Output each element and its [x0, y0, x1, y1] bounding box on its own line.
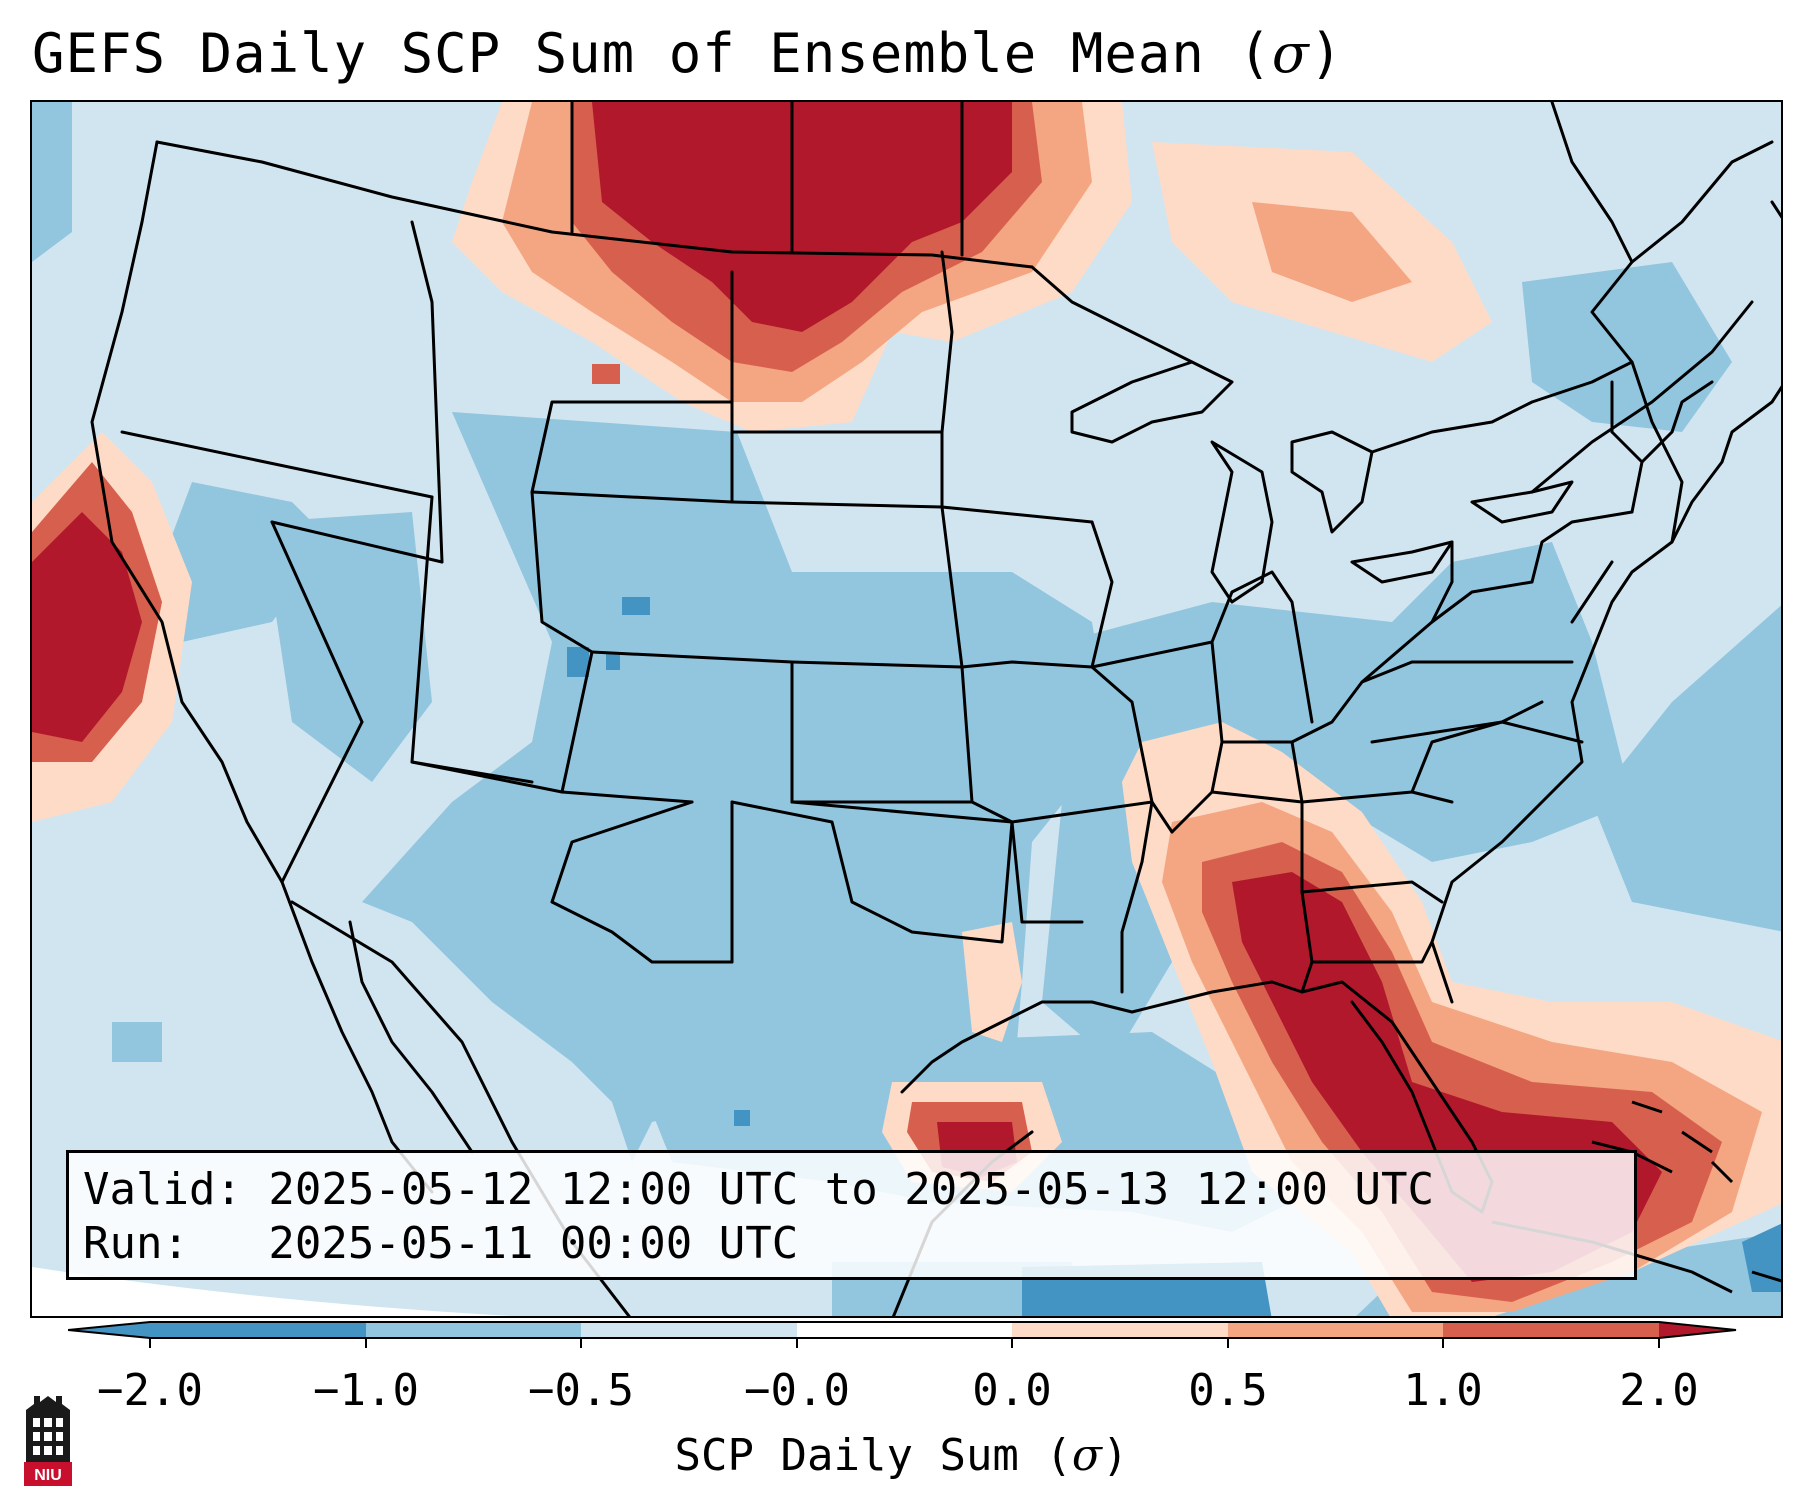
colorbar-bin-2 — [366, 1322, 581, 1338]
colorbar-tick-label: −1.0 — [313, 1365, 419, 1416]
map-panel — [30, 100, 1783, 1318]
map-title: GEFS Daily SCP Sum of Ensemble Mean (σ) — [32, 22, 1344, 85]
colorbar-tick-label: −0.5 — [528, 1365, 634, 1416]
valid-time-line: Valid: 2025-05-12 12:00 UTC to 2025-05-1… — [83, 1164, 1435, 1215]
svg-text:NIU: NIU — [34, 1467, 62, 1484]
niu-logo: NIU — [24, 1396, 72, 1486]
boundaries — [90, 102, 1781, 1316]
colorbar-bin-5 — [1012, 1322, 1228, 1338]
colorbar-bin-1 — [150, 1322, 366, 1338]
colorbar-bin-6 — [1228, 1322, 1443, 1338]
field-ne-canada-moderate — [1252, 202, 1412, 302]
colorbar-bin-4 — [797, 1322, 1012, 1338]
colorbar-tick-label: −0.0 — [744, 1365, 850, 1416]
map-corner-white-left — [32, 1267, 512, 1316]
validity-info-box: Valid: 2025-05-12 12:00 UTC to 2025-05-1… — [66, 1150, 1637, 1280]
colorbar-bin-3 — [581, 1322, 797, 1338]
field-nebraska-speck — [592, 364, 620, 384]
field-canada-very-high — [592, 102, 1012, 332]
colorbar-tick-label: 0.5 — [1188, 1365, 1268, 1416]
colorbar — [68, 1321, 1737, 1348]
field-texas-positive — [962, 922, 1022, 1042]
colorbar-tick-label: 0.0 — [972, 1365, 1052, 1416]
colorbar-extend-high — [1659, 1322, 1736, 1338]
scp-map — [32, 102, 1781, 1316]
field-california-very-high — [32, 512, 142, 742]
colorbar-tick-label: 1.0 — [1403, 1365, 1483, 1416]
colorbar-ticks — [149, 1338, 1660, 1348]
run-time-line: Run: 2025-05-11 00:00 UTC — [83, 1218, 799, 1269]
colorbar-label: SCP Daily Sum (σ) — [674, 1430, 1129, 1481]
colorbar-tick-label: −2.0 — [97, 1365, 203, 1416]
colorbar-tick-label: 2.0 — [1619, 1365, 1699, 1416]
colorbar-bin-7 — [1443, 1322, 1659, 1338]
colorbar-extend-low — [68, 1322, 150, 1338]
